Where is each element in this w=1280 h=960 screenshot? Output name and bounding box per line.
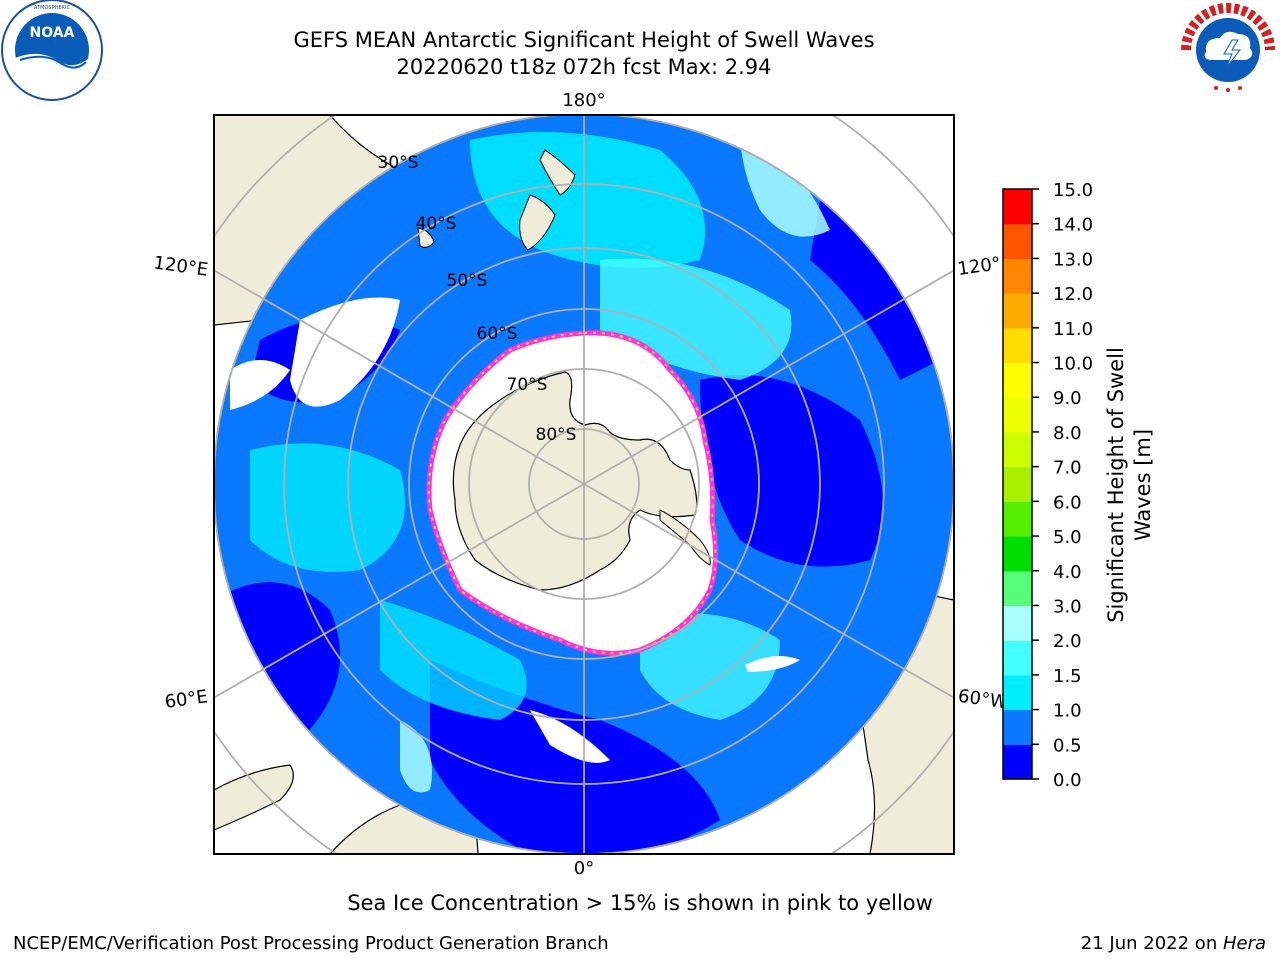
- footer-date: 21 Jun 2022 on: [1080, 933, 1223, 954]
- colorbar-label-line2: Waves [m]: [1131, 429, 1155, 541]
- footer-right: 21 Jun 2022 on Hera: [1081, 933, 1266, 954]
- colorbar-tick-label: 6.0: [1053, 492, 1082, 513]
- svg-text:ATMOSPHERIC: ATMOSPHERIC: [34, 5, 70, 11]
- chart-subtitle: 20220620 t18z 072h fcst Max: 2.94: [396, 55, 772, 79]
- lat-label-70s: 70°S: [507, 375, 548, 395]
- colorbar-block: [1003, 258, 1032, 294]
- longitude-gridlines: [214, 115, 954, 854]
- colorbar-tick-label: 4.0: [1053, 562, 1082, 583]
- colorbar-block: [1003, 362, 1032, 398]
- colorbar-block: [1003, 605, 1032, 641]
- colorbar-tick-label: 9.0: [1053, 388, 1082, 409]
- colorbar-frame: [1002, 188, 1033, 780]
- colorbar-block: [1003, 640, 1032, 676]
- lat-label-80s: 80°S: [536, 425, 577, 445]
- lat-label-30s: 30°S: [378, 153, 419, 173]
- colorbar-tick-label: 0.0: [1053, 770, 1082, 791]
- sea-ice-annotation: Sea Ice Concentration > 15% is shown in …: [347, 891, 933, 915]
- lat-label-60s: 60°S: [477, 324, 518, 344]
- lon-label-180: 180°: [562, 90, 605, 111]
- colorbar-tick-label: 1.5: [1053, 666, 1082, 687]
- lon-label-0: 0°: [574, 858, 594, 879]
- chart-title: GEFS MEAN Antarctic Significant Height o…: [293, 28, 875, 52]
- colorbar-tick-label: 7.0: [1053, 458, 1082, 479]
- colorbar-block: [1003, 466, 1032, 502]
- colorbar-tick-label: 1.0: [1053, 701, 1082, 722]
- colorbar-tick-label: 15.0: [1053, 180, 1093, 201]
- colorbar-block: [1003, 536, 1032, 572]
- colorbar-tick-label: 3.0: [1053, 596, 1082, 617]
- colorbar-tick-label: 10.0: [1053, 354, 1093, 375]
- map-frame: [213, 114, 955, 855]
- colorbar-tick-label: 13.0: [1053, 249, 1093, 270]
- colorbar-tick-label: 12.0: [1053, 284, 1093, 305]
- colorbar-block: [1003, 431, 1032, 468]
- antarctica-land: [452, 371, 698, 591]
- colorbar-label-line1: Significant Height of Swell: [1104, 347, 1128, 623]
- colorbar-tick-label: 0.5: [1053, 735, 1082, 756]
- colorbar-ticks: 15.0 14.0 13.0 12.0 11.0 10.0 9.0 8.0 7.0 6.0 5.0 4…: [1032, 180, 1093, 791]
- colorbar-block: [1003, 189, 1032, 225]
- noaa-logo: NOAA ATMOSPHERIC: [0, 0, 105, 105]
- colorbar-block: [1003, 293, 1032, 329]
- colorbar-block: [1003, 223, 1032, 260]
- colorbar-tick-label: 2.0: [1053, 631, 1082, 652]
- colorbar-blocks: [1003, 189, 1032, 780]
- national-weather-service-logo: [1176, 0, 1280, 100]
- footer-left: NCEP/EMC/Verification Post Processing Pr…: [13, 933, 609, 954]
- colorbar-block: [1003, 709, 1032, 745]
- colorbar-tick-label: 8.0: [1053, 423, 1082, 444]
- colorbar-block: [1003, 674, 1032, 711]
- colorbar-block: [1003, 327, 1032, 364]
- colorbar-block: [1003, 501, 1032, 537]
- colorbar-tick-label: 11.0: [1053, 319, 1093, 340]
- colorbar-tick-label: 5.0: [1053, 527, 1082, 548]
- colorbar-block: [1003, 397, 1032, 433]
- footer-machine: Hera: [1222, 933, 1266, 954]
- colorbar-tick-label: 14.0: [1053, 215, 1093, 236]
- madagascar-land: [214, 764, 294, 831]
- lat-label-40s: 40°S: [416, 214, 457, 234]
- lat-label-50s: 50°S: [447, 271, 488, 291]
- colorbar-block: [1003, 570, 1032, 607]
- noaa-logo-text: NOAA: [30, 25, 75, 41]
- colorbar-block: [1003, 744, 1032, 780]
